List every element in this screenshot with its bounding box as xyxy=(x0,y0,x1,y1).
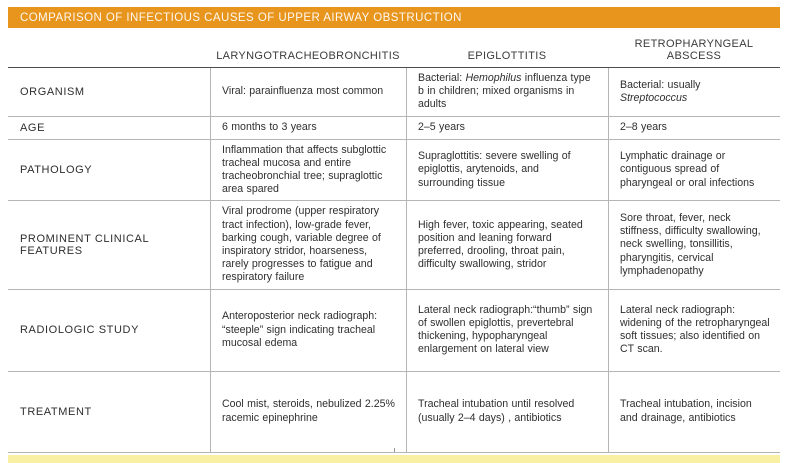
page-artifact-tick xyxy=(394,448,395,452)
table-title: COMPARISON OF INFECTIOUS CAUSES OF UPPER… xyxy=(20,11,462,24)
table-cell: Inflammation that affects subglottic tra… xyxy=(210,139,406,201)
row-label: RADIOLOGIC STUDY xyxy=(20,324,140,337)
column-header-laryngotracheobronchitis: LARYNGOTRACHEOBRONCHITIS xyxy=(216,50,400,62)
row-label: AGE xyxy=(20,121,46,134)
row-label: PATHOLOGY xyxy=(20,164,93,177)
table-cell: Lateral neck radiograph: widening of the… xyxy=(608,289,780,371)
table-cell: Lymphatic drainage or contiguous spread … xyxy=(608,139,780,201)
cell-text: Tracheal intubation until resolved (usua… xyxy=(418,398,575,424)
cell-text: 2–8 years xyxy=(620,121,667,133)
table-row: ORGANISM Viral: parainfluenza most common… xyxy=(8,68,780,117)
table-cell: Cool mist, steroids, nebulized 2.25% rac… xyxy=(210,371,406,452)
table-row: PATHOLOGY Inflammation that affects subgl… xyxy=(8,139,780,202)
table-cell: Sore throat, fever, neck stiffness, diff… xyxy=(608,201,780,289)
cell-text: Sore throat, fever, neck stiffness, diff… xyxy=(620,212,761,277)
table-cell: Tracheal intubation until resolved (usua… xyxy=(406,371,608,452)
cell-text: Cool mist, steroids, nebulized 2.25% rac… xyxy=(222,398,395,424)
cell-text: Lymphatic drainage or contiguous spread … xyxy=(620,150,755,189)
cell-text: 2–5 years xyxy=(418,121,465,133)
cell-text: 6 months to 3 years xyxy=(222,121,317,133)
cell-text: Anteroposterior neck radiograph: “steepl… xyxy=(222,310,378,349)
column-header-epiglottitis: EPIGLOTTITIS xyxy=(467,50,547,62)
table-cell: Anteroposterior neck radiograph: “steepl… xyxy=(210,289,406,371)
table-cell: Viral prodrome (upper respiratory tract … xyxy=(210,201,406,289)
cell-text: Viral: parainfluenza most common xyxy=(222,85,384,98)
cell-text: Viral prodrome (upper respiratory tract … xyxy=(222,205,381,284)
table-cell: Bacterial: Hemophilus influenza type b i… xyxy=(406,68,608,116)
table-body: ORGANISM Viral: parainfluenza most common… xyxy=(8,68,780,453)
table-row: TREATMENT Cool mist, steroids, nebulized … xyxy=(8,371,780,453)
cell-text: Lateral neck radiograph: widening of the… xyxy=(620,303,770,356)
column-header-spacer xyxy=(8,62,210,67)
table-row: PROMINENT CLINICAL FEATURES Viral prodrom… xyxy=(8,201,780,290)
table-cell: 6 months to 3 years xyxy=(210,116,406,139)
table-row: AGE 6 months to 3 years 2–5 years 2–8 years xyxy=(8,116,780,140)
table-cell: 2–5 years xyxy=(406,116,608,139)
table-row: RADIOLOGIC STUDY Anteroposterior neck rad… xyxy=(8,289,780,372)
table-cell: Viral: parainfluenza most common xyxy=(210,68,406,116)
cell-text: Tracheal intubation, incision and draina… xyxy=(620,398,752,424)
table-cell: Tracheal intubation, incision and draina… xyxy=(608,371,780,452)
table-cell: Supraglottitis: severe swelling of epigl… xyxy=(406,139,608,201)
row-label: TREATMENT xyxy=(20,405,92,418)
table-sheet: COMPARISON OF INFECTIOUS CAUSES OF UPPER… xyxy=(8,0,780,463)
row-label: PROMINENT CLINICAL FEATURES xyxy=(20,233,149,258)
table-title-bar: COMPARISON OF INFECTIOUS CAUSES OF UPPER… xyxy=(8,7,780,28)
column-header-row: LARYNGOTRACHEOBRONCHITIS EPIGLOTTITIS RE… xyxy=(8,28,780,68)
cell-text: Supraglottitis: severe swelling of epigl… xyxy=(418,150,571,189)
cell-text: Lateral neck radiograph:“thumb” sign of … xyxy=(418,303,593,356)
table-cell: Bacterial: usually Streptococcus xyxy=(608,68,780,116)
table-cell: 2–8 years xyxy=(608,116,780,139)
table-cell: High fever, toxic appearing, seated posi… xyxy=(406,201,608,289)
bottom-highlight-strip xyxy=(8,454,780,463)
cell-text: Inflammation that affects subglottic tra… xyxy=(222,143,387,196)
cell-text: Bacterial: usually Streptococcus xyxy=(620,78,701,104)
cell-text: High fever, toxic appearing, seated posi… xyxy=(418,218,583,271)
cell-text: Bacterial: Hemophilus influenza type b i… xyxy=(418,72,591,111)
row-label: ORGANISM xyxy=(20,85,85,98)
table-cell: Lateral neck radiograph:“thumb” sign of … xyxy=(406,289,608,371)
column-header-retropharyngeal-abscess: RETROPHARYNGEAL ABSCESS xyxy=(634,38,754,62)
